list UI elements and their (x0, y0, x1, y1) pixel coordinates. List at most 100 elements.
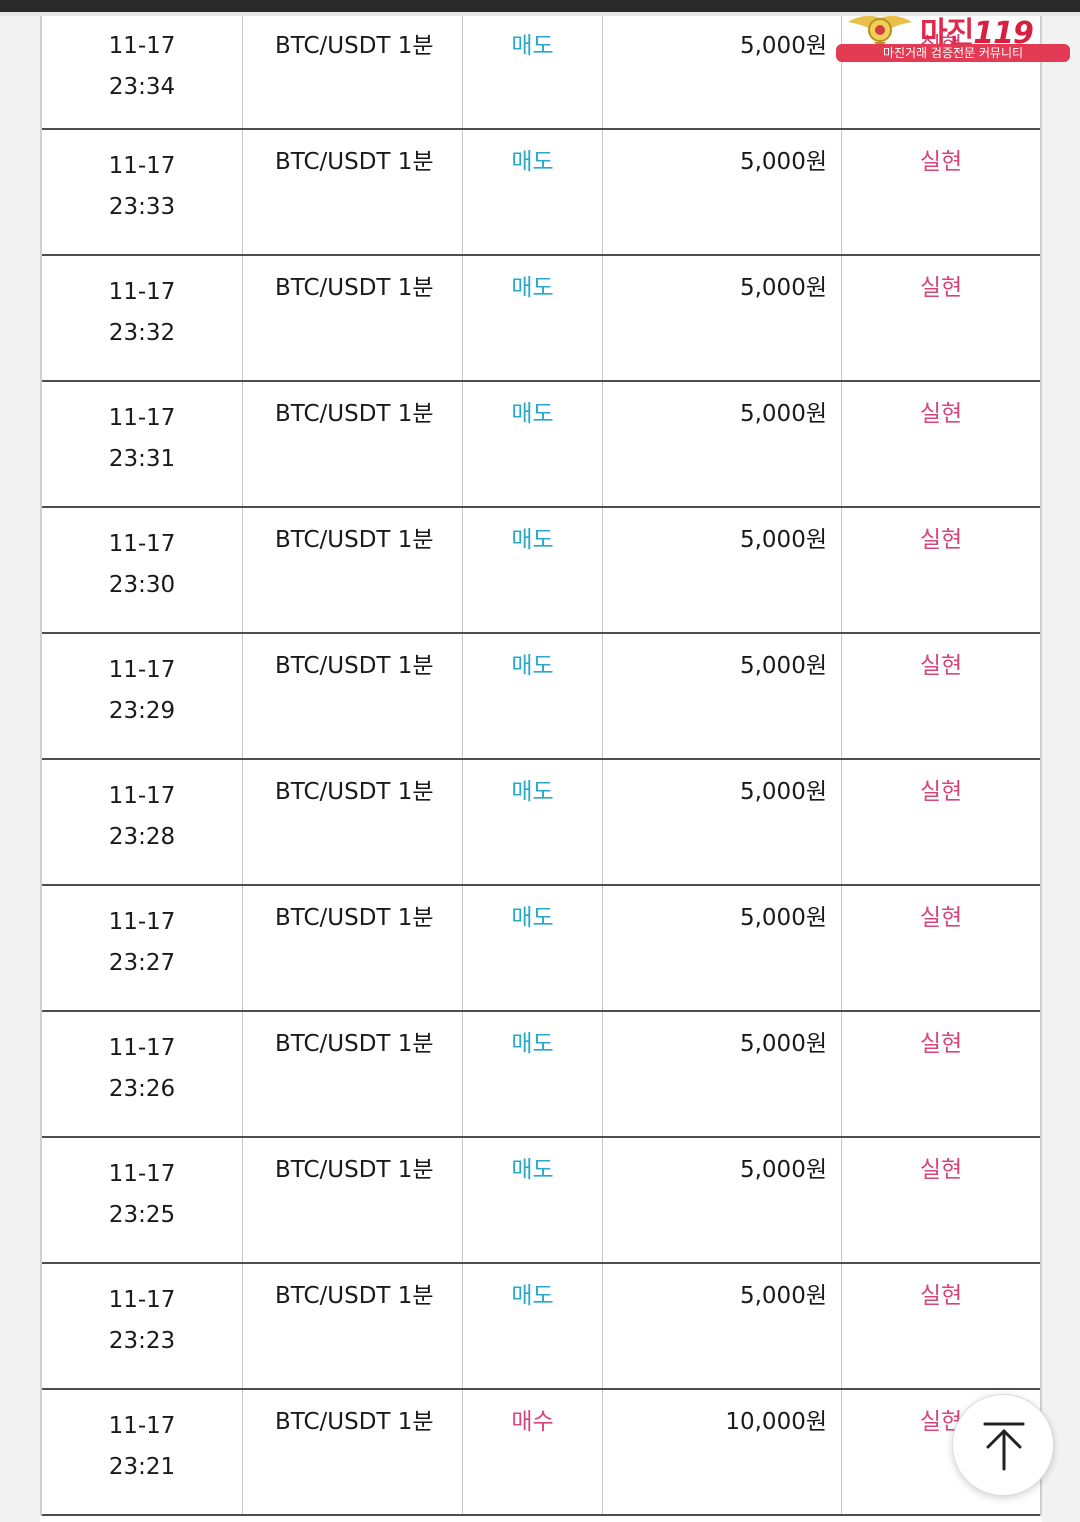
time-cell: 11-17 23:32 (42, 256, 243, 380)
trade-time: 23:29 (108, 698, 176, 724)
amount-cell: 5,000원 (603, 634, 842, 758)
trade-symbol: BTC/USDT 1분 (275, 527, 434, 553)
trade-date: 11-17 (108, 1287, 176, 1313)
trade-amount: 5,000원 (739, 149, 827, 175)
trade-time: 23:26 (108, 1076, 176, 1102)
trade-side: 매도 (511, 1157, 554, 1183)
timestamp: 11-17 23:26 (42, 1028, 242, 1110)
side-cell: 매도 (463, 130, 603, 254)
time-cell: 11-17 23:23 (42, 1264, 243, 1388)
trade-side: 매도 (511, 779, 554, 805)
timestamp: 11-17 23:30 (42, 524, 242, 606)
amount-cell: 5,000원 (603, 760, 842, 884)
trade-result: 실현 (919, 1031, 963, 1057)
trade-time: 23:33 (108, 194, 176, 220)
time-cell: 11-17 23:25 (42, 1138, 243, 1262)
result-cell: 실현 (842, 1264, 1040, 1388)
side-cell: 매도 (463, 256, 603, 380)
side-cell: 매도 (463, 1012, 603, 1136)
trade-date: 11-17 (108, 153, 176, 179)
side-cell: 매도 (463, 508, 603, 632)
symbol-cell: BTC/USDT 1분 (243, 886, 463, 1010)
timestamp: 11-17 23:23 (42, 1280, 242, 1362)
timestamp: 11-17 23:21 (42, 1406, 242, 1488)
result-cell: 실현 (842, 508, 1040, 632)
table-row: 11-17 23:25 BTC/USDT 1분 매도 5,000원 실현 (42, 1138, 1040, 1264)
amount-cell: 5,000원 (603, 508, 842, 632)
trade-amount: 5,000원 (739, 1157, 827, 1183)
trade-amount: 10,000원 (725, 1409, 827, 1435)
trade-result: 실현 (919, 401, 963, 427)
result-cell: 실현 (842, 1138, 1040, 1262)
arrow-up-to-top-icon (983, 1422, 1025, 1471)
trade-symbol: BTC/USDT 1분 (275, 653, 434, 679)
amount-cell: 10,000원 (603, 1390, 842, 1514)
trade-time: 23:30 (108, 572, 176, 598)
trade-amount: 5,000원 (739, 779, 827, 805)
trade-symbol: BTC/USDT 1분 (275, 401, 434, 427)
table-row: 11-17 23:31 BTC/USDT 1분 매도 5,000원 실현 (42, 382, 1040, 508)
symbol-cell: BTC/USDT 1분 (243, 1390, 463, 1514)
winged-seal-icon (848, 15, 912, 48)
trade-result: 실현 (919, 1157, 963, 1183)
trade-side: 매도 (511, 527, 554, 553)
watermark-logo: 마진119 마진거래 검증전문 커뮤니티 (836, 10, 1070, 64)
result-cell: 실현 (842, 256, 1040, 380)
trade-symbol: BTC/USDT 1분 (275, 779, 434, 805)
trade-time: 23:23 (108, 1328, 176, 1354)
page-margin-right (1042, 16, 1080, 1522)
trade-time: 23:32 (108, 320, 176, 346)
trade-symbol: BTC/USDT 1분 (275, 1283, 434, 1309)
amount-cell: 5,000원 (603, 130, 842, 254)
result-cell: 실현 (842, 634, 1040, 758)
trade-date: 11-17 (108, 531, 176, 557)
symbol-cell: BTC/USDT 1분 (243, 1264, 463, 1388)
symbol-cell: BTC/USDT 1분 (243, 16, 463, 128)
trade-result: 실현 (919, 905, 963, 931)
timestamp: 11-17 23:34 (42, 26, 242, 108)
trade-side: 매수 (511, 1409, 554, 1435)
symbol-cell: BTC/USDT 1분 (243, 1012, 463, 1136)
trade-side: 매도 (511, 275, 554, 301)
timestamp: 11-17 23:27 (42, 902, 242, 984)
trade-symbol: BTC/USDT 1분 (275, 1409, 434, 1435)
trade-result: 실현 (919, 1283, 963, 1309)
table-row: 11-17 23:30 BTC/USDT 1분 매도 5,000원 실현 (42, 508, 1040, 634)
timestamp: 11-17 23:29 (42, 650, 242, 732)
amount-cell: 5,000원 (603, 1138, 842, 1262)
scroll-to-top-button[interactable] (952, 1394, 1054, 1496)
result-cell: 실현 (842, 760, 1040, 884)
side-cell: 매도 (463, 760, 603, 884)
amount-cell: 5,000원 (603, 16, 842, 128)
trade-amount: 5,000원 (739, 653, 827, 679)
time-cell: 11-17 23:21 (42, 1390, 243, 1514)
trade-symbol: BTC/USDT 1분 (275, 33, 434, 59)
trade-symbol: BTC/USDT 1분 (275, 1157, 434, 1183)
timestamp: 11-17 23:31 (42, 398, 242, 480)
trade-amount: 5,000원 (739, 1031, 827, 1057)
trade-date: 11-17 (108, 1035, 176, 1061)
result-cell: 실현 (842, 1012, 1040, 1136)
trade-side: 매도 (511, 1031, 554, 1057)
amount-cell: 5,000원 (603, 886, 842, 1010)
trade-time: 23:34 (108, 74, 176, 100)
amount-cell: 5,000원 (603, 382, 842, 506)
time-cell: 11-17 23:29 (42, 634, 243, 758)
trade-date: 11-17 (108, 279, 176, 305)
result-cell: 실현 (842, 382, 1040, 506)
timestamp: 11-17 23:33 (42, 146, 242, 228)
trade-side: 매도 (511, 1283, 554, 1309)
side-cell: 매수 (463, 1390, 603, 1514)
trade-result: 실현 (919, 653, 963, 679)
trade-result: 실현 (919, 527, 963, 553)
trade-amount: 5,000원 (739, 33, 827, 59)
symbol-cell: BTC/USDT 1분 (243, 256, 463, 380)
trade-side: 매도 (511, 653, 554, 679)
trade-date: 11-17 (108, 783, 176, 809)
trade-amount: 5,000원 (739, 1283, 827, 1309)
table-row: 11-17 23:28 BTC/USDT 1분 매도 5,000원 실현 (42, 760, 1040, 886)
table-row: 11-17 23:21 BTC/USDT 1분 매수 10,000원 실현 (42, 1390, 1040, 1516)
side-cell: 매도 (463, 1264, 603, 1388)
trade-time: 23:31 (108, 446, 176, 472)
